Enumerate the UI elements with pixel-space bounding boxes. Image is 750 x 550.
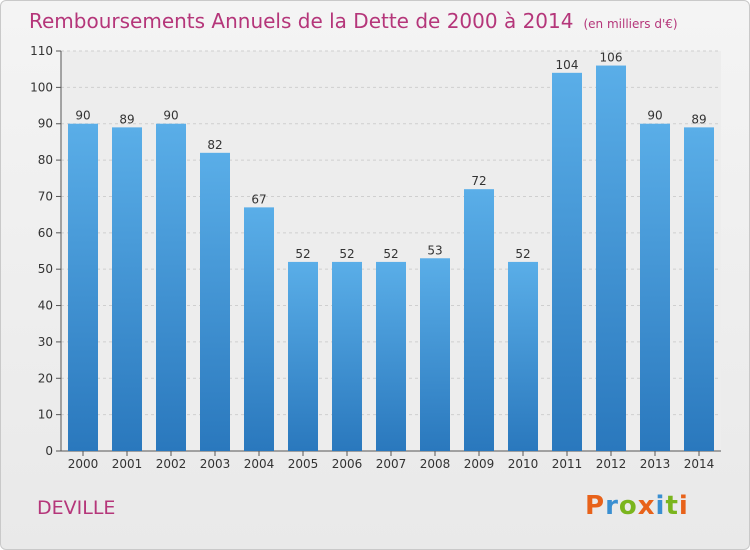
x-tick-label: 2007: [376, 457, 407, 471]
bar: [376, 261, 406, 451]
logo-letter: P: [585, 491, 606, 521]
data-label: 52: [295, 247, 310, 261]
data-label: 52: [383, 247, 398, 261]
data-label: 89: [691, 112, 706, 126]
y-tick-label: 100: [30, 80, 53, 94]
data-label: 90: [647, 109, 662, 123]
data-label: 52: [339, 247, 354, 261]
logo-letter: i: [678, 491, 689, 521]
x-tick-label: 2005: [288, 457, 319, 471]
proxiti-logo: Proxiti: [585, 491, 689, 521]
logo-letter: r: [605, 491, 619, 521]
bar: [596, 65, 626, 451]
y-tick-label: 30: [38, 335, 53, 349]
x-tick-label: 2011: [552, 457, 583, 471]
data-label: 90: [163, 109, 178, 123]
x-tick-label: 2003: [200, 457, 231, 471]
x-tick-label: 2012: [596, 457, 627, 471]
bar: [684, 127, 714, 451]
x-tick-label: 2008: [420, 457, 451, 471]
x-tick-label: 2002: [156, 457, 187, 471]
data-label: 106: [600, 51, 623, 65]
y-tick-label: 60: [38, 226, 53, 240]
y-tick-label: 40: [38, 299, 53, 313]
logo-letter: o: [618, 491, 638, 521]
y-tick-label: 110: [30, 44, 53, 58]
x-tick-label: 2009: [464, 457, 495, 471]
data-label: 72: [471, 174, 486, 188]
x-tick-label: 2004: [244, 457, 275, 471]
x-tick-label: 2010: [508, 457, 539, 471]
bar: [464, 189, 494, 451]
x-tick-label: 2014: [684, 457, 715, 471]
y-tick-label: 10: [38, 408, 53, 422]
data-label: 67: [251, 192, 266, 206]
bar: [420, 258, 450, 451]
data-label: 90: [75, 109, 90, 123]
place-name: DEVILLE: [37, 497, 116, 519]
bar: [640, 123, 670, 452]
bar: [244, 207, 274, 451]
x-tick-label: 2000: [68, 457, 99, 471]
data-label: 52: [515, 247, 530, 261]
y-tick-label: 80: [38, 153, 53, 167]
x-tick-label: 2013: [640, 457, 671, 471]
bar: [332, 261, 362, 451]
x-tick-label: 2001: [112, 457, 143, 471]
chart-title: Remboursements Annuels de la Dette de 20…: [29, 9, 678, 33]
x-tick-label: 2006: [332, 457, 363, 471]
bar: [288, 261, 318, 451]
data-label: 89: [119, 112, 134, 126]
y-tick-label: 50: [38, 262, 53, 276]
logo-letter: i: [655, 491, 666, 521]
bar: [552, 72, 582, 452]
y-tick-label: 20: [38, 371, 53, 385]
logo-letter: x: [637, 491, 656, 521]
data-label: 104: [556, 58, 579, 72]
data-label: 82: [207, 138, 222, 152]
logo-letter: t: [665, 491, 679, 521]
y-tick-label: 90: [38, 117, 53, 131]
bar: [200, 152, 230, 451]
y-tick-label: 70: [38, 189, 53, 203]
y-tick-label: 0: [45, 444, 53, 458]
chart-title-text: Remboursements Annuels de la Dette de 20…: [29, 9, 574, 33]
bar: [508, 261, 538, 451]
chart-unit: (en milliers d'€): [583, 17, 678, 31]
bar: [112, 127, 142, 451]
bar: [68, 123, 98, 452]
bar: [156, 123, 186, 452]
data-label: 53: [427, 243, 442, 257]
